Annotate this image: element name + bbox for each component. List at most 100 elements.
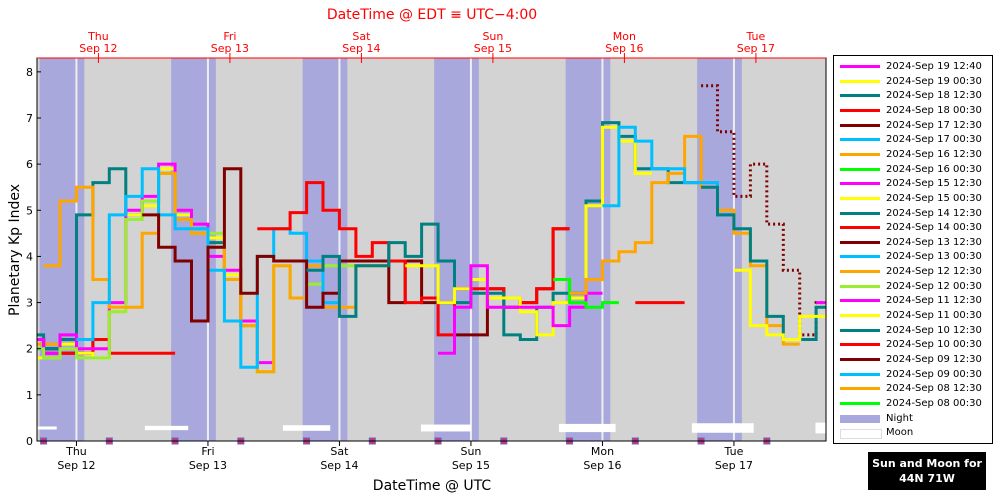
- moon-bar: [691, 423, 754, 433]
- legend-swatch: [840, 299, 880, 303]
- x-tick-day: Tue: [724, 445, 744, 458]
- sun-moon-location-badge: Sun and Moon for 44N 71W: [868, 452, 986, 490]
- legend-label: 2024-Sep 18 00:30: [886, 104, 982, 116]
- legend-swatch: [840, 226, 880, 230]
- night-band: [434, 58, 479, 441]
- legend-label: 2024-Sep 18 12:30: [886, 90, 982, 102]
- legend-swatch: [840, 358, 880, 361]
- legend-swatch: [840, 429, 882, 439]
- legend-label: 2024-Sep 13 12:30: [886, 236, 982, 248]
- legend-label: 2024-Sep 15 00:30: [886, 192, 982, 204]
- kp-series-line: [405, 125, 652, 337]
- moon-bar: [559, 423, 616, 433]
- moon-bar: [144, 425, 189, 431]
- y-tick-label: 8: [26, 66, 33, 79]
- legend-label: 2024-Sep 08 00:30: [886, 397, 982, 409]
- y-tick-label: 5: [26, 204, 33, 217]
- badge-line-2: 44N 71W: [899, 472, 955, 485]
- moon-bars: [37, 422, 826, 434]
- legend-label: 2024-Sep 09 00:30: [886, 368, 982, 380]
- y-tick-label: 1: [26, 389, 33, 402]
- legend-swatch: [840, 211, 880, 215]
- x-tick-day: Fri: [201, 445, 214, 458]
- legend-label: 2024-Sep 12 00:30: [886, 280, 982, 292]
- legend-swatch: [840, 314, 880, 318]
- kp-series-line: [701, 185, 826, 341]
- kp-series-line: [438, 264, 603, 355]
- x-axis-label: DateTime @ UTC: [373, 478, 492, 494]
- moon-bar: [282, 425, 331, 431]
- y-tick-label: 0: [26, 435, 33, 448]
- x-tick-date: Sep 15: [452, 459, 490, 472]
- legend-label: 2024-Sep 10 12:30: [886, 324, 982, 336]
- top-tick-day: Mon: [613, 30, 636, 43]
- legend-label: 2024-Sep 14 12:30: [886, 207, 982, 219]
- moon-bar: [815, 422, 826, 434]
- legend-swatch: [840, 415, 880, 423]
- legend-swatch: [840, 328, 880, 332]
- legend-label: 2024-Sep 15 12:30: [886, 178, 982, 190]
- legend-label: 2024-Sep 19 00:30: [886, 75, 982, 87]
- legend-label: 2024-Sep 16 00:30: [886, 163, 982, 175]
- y-axis-label: Planetary Kp Index: [7, 184, 23, 316]
- legend-swatch: [840, 152, 880, 156]
- legend-swatch: [840, 255, 880, 259]
- plot-background: [37, 58, 826, 441]
- night-band: [697, 58, 742, 441]
- series-lines: [37, 84, 826, 374]
- y-axis-ticks: 0 1 2 3 4 5 6 7 8: [26, 66, 41, 448]
- kp-series-line: [602, 125, 734, 217]
- legend-label: 2024-Sep 16 12:30: [886, 148, 982, 160]
- kp-series-line: [569, 134, 800, 346]
- legend-label: 2024-Sep 13 00:30: [886, 251, 982, 263]
- legend-swatch: [840, 108, 880, 112]
- legend-swatch: [840, 138, 880, 142]
- kp-series-line: [733, 268, 826, 341]
- legend-label: 2024-Sep 17 12:30: [886, 119, 982, 131]
- legend-label: 2024-Sep 11 12:30: [886, 295, 982, 307]
- legend-label: 2024-Sep 14 00:30: [886, 222, 982, 234]
- x-tick-date: Sep 12: [57, 459, 95, 472]
- legend-swatch: [840, 79, 880, 83]
- y-tick-label: 6: [26, 158, 33, 171]
- x-tick-day: Thu: [65, 445, 87, 458]
- y-tick-label: 2: [26, 343, 33, 356]
- moon-bar: [420, 424, 471, 432]
- x-tick-date: Sep 17: [715, 459, 753, 472]
- legend-swatch: [840, 65, 880, 68]
- legend-swatch: [840, 270, 880, 274]
- legend-swatch: [840, 284, 880, 288]
- x-tick-day: Sat: [330, 445, 349, 458]
- legend-swatch: [840, 167, 880, 171]
- y-tick-label: 4: [26, 250, 33, 263]
- top-tick-day: Tue: [746, 30, 766, 43]
- legend-swatch: [840, 94, 880, 98]
- legend-label: 2024-Sep 11 00:30: [886, 310, 982, 322]
- top-tick-date: Sep 16: [605, 42, 643, 55]
- badge-line-1: Sun and Moon for: [872, 457, 982, 470]
- kp-series-line: [701, 84, 826, 337]
- kp-series-line: [553, 278, 619, 309]
- chart-title: DateTime @ EDT ≡ UTC−4:00: [327, 7, 537, 23]
- legend-label: 2024-Sep 09 12:30: [886, 354, 982, 365]
- moon-bar: [37, 426, 57, 430]
- legend-swatch: [840, 343, 880, 347]
- x-tick-date: Sep 14: [320, 459, 358, 472]
- top-tick-day: Sat: [352, 30, 371, 43]
- legend-swatch: [840, 372, 880, 376]
- legend-swatch: [840, 182, 880, 186]
- legend-swatch: [840, 240, 880, 244]
- legend-label: Moon: [886, 427, 914, 438]
- legend-swatch: [840, 196, 880, 200]
- x-tick-day: Sun: [460, 445, 481, 458]
- legend: 2024-Sep 19 12:40 2024-Sep 19 00:30 2024-S…: [833, 55, 993, 444]
- top-tick-date: Sep 14: [342, 42, 380, 55]
- legend-label: 2024-Sep 08 12:30: [886, 383, 982, 395]
- y-tick-label: 7: [26, 112, 33, 125]
- top-tick-date: Sep 13: [211, 42, 249, 55]
- x-tick-date: Sep 16: [583, 459, 621, 472]
- legend-label: 2024-Sep 12 12:30: [886, 266, 982, 278]
- x-tick-date: Sep 13: [189, 459, 227, 472]
